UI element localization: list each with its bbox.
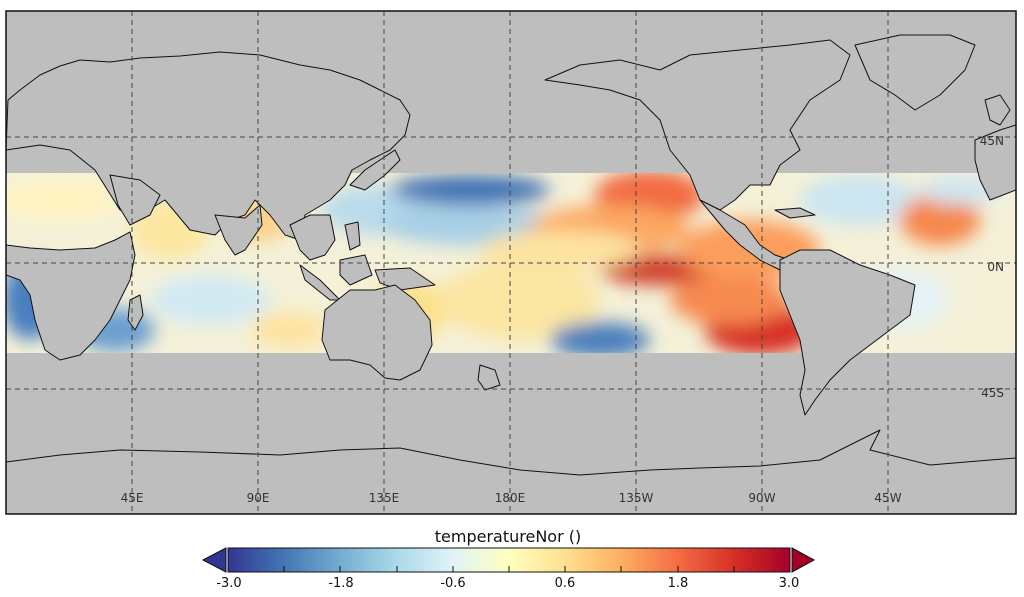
colorbar-tick-label: 0.6	[555, 576, 576, 591]
sumatra	[299, 264, 341, 301]
colorbar-tick-label: -3.0	[216, 576, 241, 591]
colorbar-max-extend-arrow	[791, 547, 816, 573]
japan	[349, 149, 401, 191]
western-europe	[974, 124, 1016, 201]
lon-label: 90W	[748, 491, 775, 505]
southeast-asia	[289, 214, 336, 261]
north-america	[544, 39, 851, 211]
lon-label: 45W	[874, 491, 901, 505]
south-america	[779, 249, 916, 416]
antarctica	[6, 429, 1016, 514]
arabia	[109, 174, 161, 226]
new-guinea	[374, 267, 436, 291]
colorbar: -3.0 -1.8 -0.6 0.6 1.8 3.0	[201, 547, 816, 591]
longitude-labels: 45E 90E 135E 180E 135W 90W 45W	[121, 491, 902, 505]
colorbar-tick-label: 3.0	[779, 576, 800, 591]
map-frame	[5, 10, 1017, 515]
india	[214, 204, 263, 256]
cuba	[774, 207, 816, 219]
colorbar-ticks	[227, 566, 791, 572]
british-isles	[984, 94, 1011, 126]
lon-label: 180E	[495, 491, 526, 505]
lat-label: 0N	[987, 260, 1004, 274]
philippines	[344, 221, 361, 251]
colorbar-tick-label: -0.6	[440, 576, 465, 591]
colorbar-tick-label: 1.8	[668, 576, 689, 591]
lon-label: 90E	[247, 491, 270, 505]
lon-label: 135W	[619, 491, 654, 505]
australia	[321, 284, 433, 381]
africa	[6, 231, 136, 361]
lat-label: 45N	[980, 134, 1004, 148]
colorbar-title: temperatureNor ()	[434, 527, 582, 546]
eurasia-africa	[6, 51, 411, 241]
greenland	[854, 34, 976, 111]
colorbar-min-extend-arrow	[201, 547, 227, 573]
graticule	[6, 11, 1016, 514]
new-zealand	[477, 364, 501, 391]
lon-label: 45E	[121, 491, 144, 505]
lat-label: 45S	[981, 386, 1004, 400]
lon-label: 135E	[369, 491, 400, 505]
landmasses	[6, 34, 1016, 514]
colorbar-tick-label: -1.8	[328, 576, 353, 591]
latitude-labels: 45N 0N 45S	[980, 134, 1004, 400]
